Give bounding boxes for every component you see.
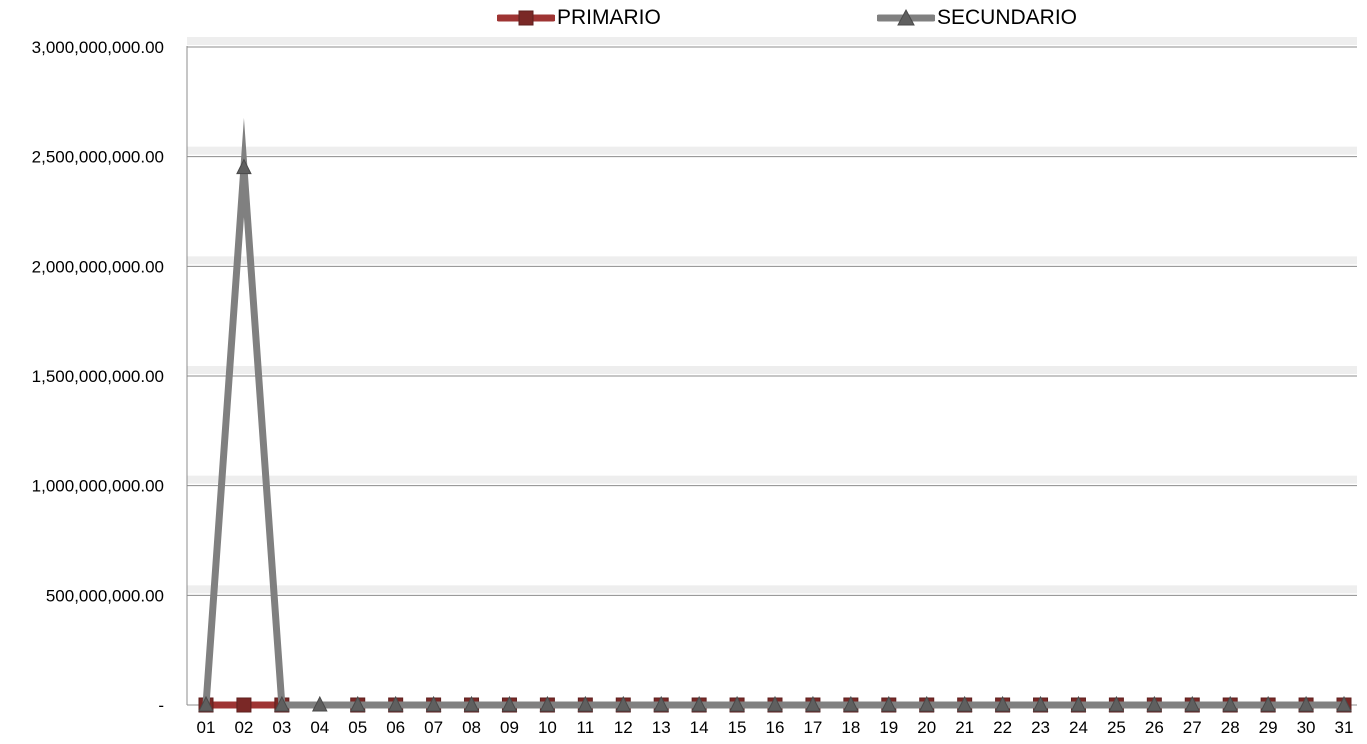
gridline-shadow xyxy=(187,37,1357,45)
gridline-shadow xyxy=(187,146,1357,155)
x-tick-label: 02 xyxy=(234,718,253,737)
x-tick-label: 07 xyxy=(424,718,443,737)
data-point[interactable] xyxy=(349,695,366,712)
x-tick-label: 13 xyxy=(652,718,671,737)
x-tick-label: 09 xyxy=(500,718,519,737)
legend-primario-swatch xyxy=(497,10,555,26)
data-point[interactable] xyxy=(1070,695,1087,712)
data-point[interactable] xyxy=(1146,695,1163,712)
x-tick-label: 21 xyxy=(955,718,974,737)
data-point[interactable] xyxy=(880,695,897,712)
legend-secundario-label: SECUNDARIO xyxy=(937,6,1078,29)
x-tick-label: 11 xyxy=(577,718,595,737)
x-tick-label: 22 xyxy=(993,718,1012,737)
data-point[interactable] xyxy=(615,695,632,712)
x-tick-label: 16 xyxy=(766,718,785,737)
y-tick-label: 2,500,000,000.00 xyxy=(32,148,164,167)
data-point[interactable] xyxy=(577,695,594,712)
data-point[interactable] xyxy=(198,695,214,712)
x-tick-label: 03 xyxy=(272,718,291,737)
data-point[interactable] xyxy=(918,695,935,712)
x-tick-label: 06 xyxy=(386,718,405,737)
data-point[interactable] xyxy=(236,158,252,175)
data-point[interactable] xyxy=(425,695,442,712)
x-tick-label: 05 xyxy=(348,718,367,737)
x-tick-label: 17 xyxy=(803,718,822,737)
legend-item-primario[interactable]: PRIMARIO xyxy=(497,4,661,32)
data-point[interactable] xyxy=(501,695,518,712)
legend-item-secundario[interactable]: SECUNDARIO xyxy=(877,4,1077,32)
x-tick-label: 30 xyxy=(1297,718,1316,737)
data-point[interactable] xyxy=(1032,695,1049,712)
x-tick-label: 19 xyxy=(879,718,898,737)
legend-primario-label: PRIMARIO xyxy=(557,6,661,29)
x-tick-label: 01 xyxy=(197,718,216,737)
data-point[interactable] xyxy=(1184,695,1201,712)
data-point[interactable] xyxy=(274,695,290,712)
series-line xyxy=(202,117,1344,709)
x-axis-labels: 01 02 03 04 05 06 07 08 09 10 11 12 13 14 15 16 17 18 19 20… xyxy=(197,718,1354,737)
data-point[interactable] xyxy=(956,695,973,712)
x-tick-label: 23 xyxy=(1031,718,1050,737)
data-point[interactable] xyxy=(463,695,480,712)
x-tick-label: 31 xyxy=(1335,718,1354,737)
data-point[interactable] xyxy=(236,697,252,713)
data-point[interactable] xyxy=(691,695,707,712)
data-point[interactable] xyxy=(1298,695,1314,712)
data-point[interactable] xyxy=(653,695,670,712)
x-tick-label: 15 xyxy=(728,718,747,737)
x-tick-label: 27 xyxy=(1183,718,1202,737)
data-point[interactable] xyxy=(311,695,328,712)
data-point[interactable] xyxy=(539,695,556,712)
y-tick-label: 500,000,000.00 xyxy=(46,586,164,605)
x-tick-label: 04 xyxy=(310,718,329,737)
x-tick-label: 29 xyxy=(1259,718,1278,737)
y-tick-label: 1,500,000,000.00 xyxy=(32,367,164,386)
data-point[interactable] xyxy=(843,695,859,712)
x-tick-label: 20 xyxy=(917,718,936,737)
y-tick-label: 1,000,000,000.00 xyxy=(32,477,164,496)
gridline-shadow xyxy=(187,256,1357,265)
y-tick-label: 2,000,000,000.00 xyxy=(32,257,164,276)
y-tick-label: 3,000,000,000.00 xyxy=(32,38,164,57)
data-point[interactable] xyxy=(767,695,783,712)
data-point[interactable] xyxy=(994,695,1011,712)
x-tick-label: 25 xyxy=(1107,718,1126,737)
data-point[interactable] xyxy=(1108,695,1125,712)
gridline-shadow xyxy=(187,475,1357,484)
y-axis-labels: - 500,000,000.00 1,000,000,000.00 1,500,000… xyxy=(32,38,164,715)
data-point[interactable] xyxy=(1336,695,1352,712)
gridline-shadow xyxy=(187,585,1357,594)
data-point[interactable] xyxy=(805,695,821,712)
data-point[interactable] xyxy=(387,695,404,712)
x-tick-label: 24 xyxy=(1069,718,1088,737)
x-tick-label: 28 xyxy=(1221,718,1240,737)
legend-secundario-swatch xyxy=(877,8,935,26)
gridline-shadow xyxy=(187,366,1357,374)
x-tick-label: 14 xyxy=(690,718,709,737)
x-tick-label: 12 xyxy=(614,718,633,737)
y-tick-label: - xyxy=(158,696,164,715)
x-tick-label: 08 xyxy=(462,718,481,737)
data-point[interactable] xyxy=(1260,695,1276,712)
gridlines xyxy=(187,37,1357,596)
data-point[interactable] xyxy=(729,695,745,712)
series-group xyxy=(198,117,1352,713)
data-point[interactable] xyxy=(1222,695,1239,712)
x-tick-label: 10 xyxy=(538,718,557,737)
x-tick-label: 26 xyxy=(1145,718,1164,737)
series-secundario xyxy=(198,117,1352,712)
x-tick-label: 18 xyxy=(841,718,860,737)
